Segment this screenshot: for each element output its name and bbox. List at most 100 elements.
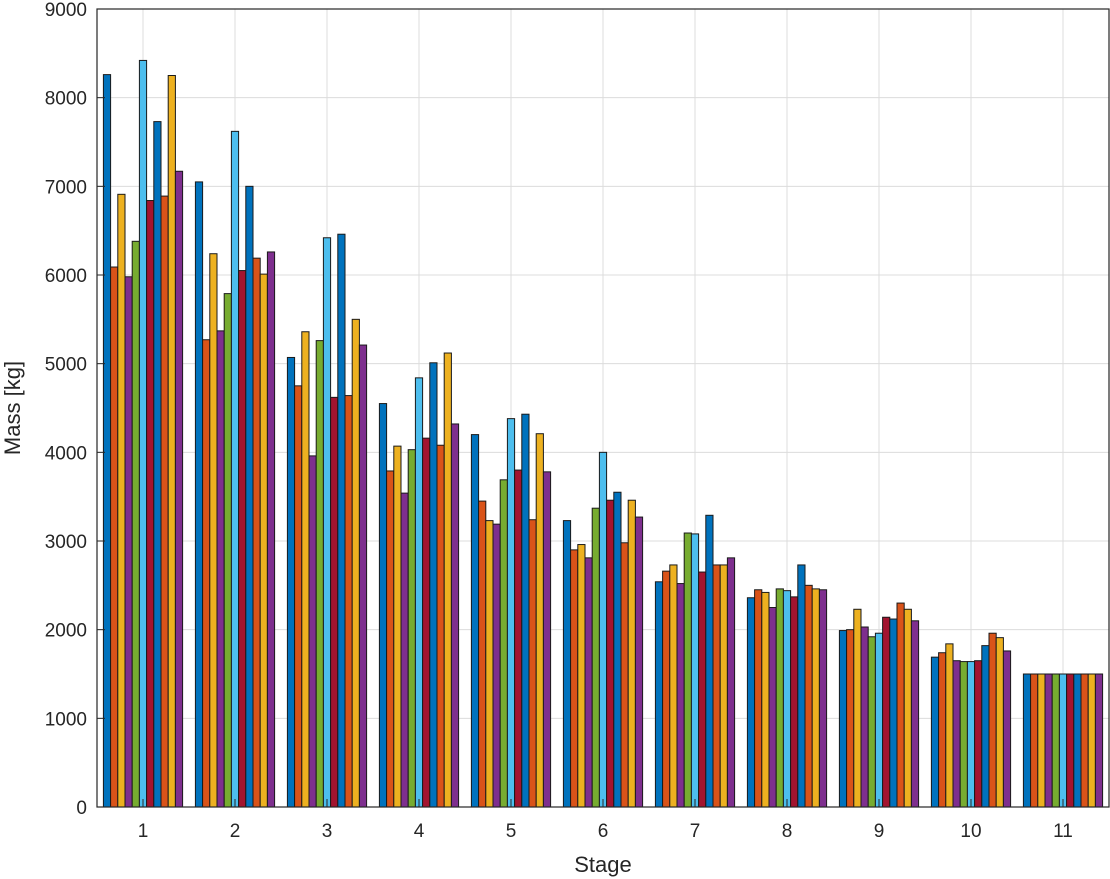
x-tick-label: 11 [1053,821,1073,842]
bar [584,557,593,808]
x-axis-label: Stage [574,852,632,877]
x-tick-label: 7 [690,821,701,842]
y-tick-label: 8000 [45,89,87,110]
bar [117,193,126,808]
bar [528,519,537,808]
bar [726,557,736,808]
bar [174,170,184,808]
bar [301,331,310,808]
bar [945,643,954,808]
bar [1051,673,1060,808]
bar [202,339,211,808]
x-tick-label: 1 [138,821,149,842]
bar [591,507,600,808]
bar [358,344,368,808]
bar [811,588,820,808]
bar [896,602,905,808]
bar [797,564,806,808]
bar [450,423,460,808]
bar [627,499,636,808]
x-tick-label: 5 [506,821,517,842]
bar [1044,673,1053,808]
bar [570,549,579,808]
bar [393,445,402,808]
bar [874,632,884,808]
y-tick-label: 7000 [45,177,87,198]
bar [882,616,891,808]
bar [245,185,254,808]
bar [775,588,784,808]
bar [102,74,112,808]
bar [499,479,508,808]
bar [443,352,452,808]
bar [676,583,685,808]
x-axis-ticks: 1 2 3 4 5 6 7 8 9 10 11 [138,799,1073,842]
bar [407,449,416,808]
bar [952,660,961,808]
bar [838,630,848,808]
bar [230,130,240,808]
bar [535,433,544,808]
bar [754,589,763,808]
x-tick-label: 9 [874,821,885,842]
bar [903,608,912,808]
bar [705,514,714,808]
bar [138,59,148,808]
x-tick-label: 2 [230,821,241,842]
bar [422,437,431,808]
bar [344,395,353,808]
bar [330,396,339,808]
bar [853,608,862,808]
bar [606,499,615,808]
bar [514,469,523,808]
y-axis-ticks: 0 1000 2000 3000 4000 5000 6000 7000 8000 9000 [45,0,105,819]
y-tick-label: 9000 [45,0,87,21]
bar [308,455,317,808]
bar [492,523,501,808]
bar [470,434,480,808]
bar [322,237,332,808]
bar [669,564,678,808]
bar [613,491,622,808]
bar [988,632,997,808]
x-tick-label: 4 [414,821,425,842]
bar [867,636,876,808]
bar [506,418,516,808]
y-axis-label: Mass [kg] [0,361,25,455]
bar [485,520,494,808]
bar [1037,673,1046,808]
bar [974,660,983,808]
bar [1022,673,1032,808]
bar [818,589,828,808]
bar [1080,673,1089,808]
bar [1094,673,1104,808]
bar [634,516,644,808]
bar [216,330,225,808]
bar [930,656,940,808]
bars [102,59,1104,808]
y-tick-label: 0 [76,798,87,819]
bar [889,618,898,808]
x-tick-label: 3 [322,821,333,842]
x-tick-label: 8 [782,821,793,842]
bar [414,377,424,808]
bar [698,571,707,808]
y-tick-label: 4000 [45,443,87,464]
y-tick-label: 2000 [45,621,87,642]
bar [238,270,247,808]
bar [846,629,855,808]
bar [194,181,204,808]
bar [386,470,395,808]
bar [620,542,629,808]
bar [542,471,552,808]
bar [337,233,346,808]
bar [804,584,813,808]
bar [860,626,869,808]
bar [160,195,169,808]
bar [521,413,530,808]
y-tick-label: 5000 [45,355,87,376]
bar [294,385,303,808]
bar [1058,673,1068,808]
bar [478,500,487,808]
bar [436,444,445,808]
